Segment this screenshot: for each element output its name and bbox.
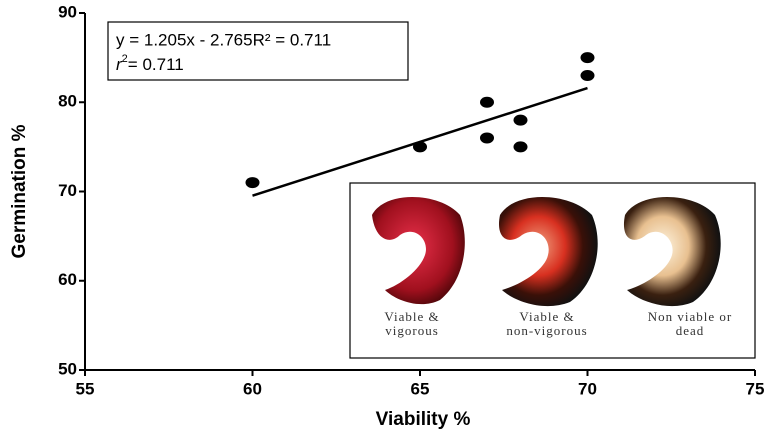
point: [480, 132, 494, 143]
equation: y = 1.205x - 2.765R² = 0.711: [116, 30, 331, 49]
x-tick-label: 70: [578, 379, 597, 398]
r2-text: = 0.711: [128, 55, 184, 74]
chart: y = 1.205x - 2.765R² = 0.711 r2= 0.711 V…: [0, 0, 766, 434]
point: [581, 52, 595, 63]
y-tick-label: 90: [58, 2, 77, 21]
y-tick-label: 50: [58, 359, 77, 378]
point: [246, 177, 260, 188]
point: [480, 97, 494, 108]
inset-caption: dead: [676, 323, 705, 338]
x-axis-label: Viability %: [376, 409, 471, 430]
y-tick-label: 60: [58, 270, 77, 289]
x-tick-label: 65: [411, 379, 430, 398]
inset-caption: non-vigorous: [506, 323, 587, 338]
point: [413, 141, 427, 152]
x-tick-label: 75: [746, 379, 765, 398]
inset-caption: Viable &: [384, 309, 439, 324]
inset-caption: Viable &: [519, 309, 574, 324]
y-tick-label: 80: [58, 92, 77, 111]
x-tick-label: 55: [76, 379, 95, 398]
inset-caption: vigorous: [385, 323, 439, 338]
y-tick-label: 70: [58, 181, 77, 200]
point: [514, 115, 528, 126]
x-tick-label: 60: [243, 379, 262, 398]
y-axis-label: Germination %: [9, 124, 30, 258]
point: [581, 70, 595, 81]
inset-caption: Non viable or: [648, 309, 732, 324]
point: [514, 141, 528, 152]
